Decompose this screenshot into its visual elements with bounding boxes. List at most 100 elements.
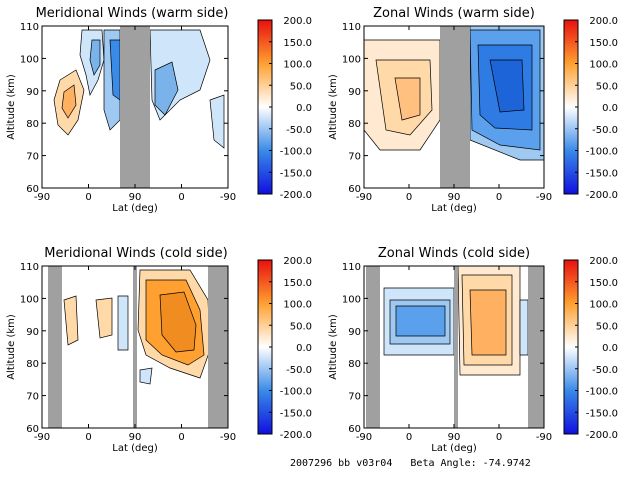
colorbar-tick-label: 50.0 — [290, 321, 312, 332]
y-tick-label: 90 — [348, 327, 361, 338]
no-data-gap — [120, 26, 150, 188]
y-tick-label: 90 — [348, 87, 361, 98]
colorbar-tick-label: 0.0 — [296, 103, 312, 114]
x-axis-label: Lat (deg) — [112, 203, 158, 214]
y-tick-label: 90 — [26, 87, 39, 98]
panel-title: Meridional Winds (warm side) — [36, 6, 229, 21]
no-data-gap — [454, 266, 458, 428]
colorbar-tick-label: -100.0 — [586, 387, 618, 398]
no-data-gap — [440, 26, 470, 188]
colorbar-tick-label: 150.0 — [589, 38, 618, 49]
colorbar-tick-label: -200.0 — [280, 430, 312, 441]
x-tick-label: -90 — [220, 432, 236, 443]
x-tick-label: -90 — [536, 192, 552, 203]
y-axis-label: Altitude (km) — [6, 314, 17, 380]
y-axis-label: Altitude (km) — [328, 74, 339, 140]
x-tick-label: 0 — [85, 192, 91, 203]
colorbar-tick-label: 200.0 — [589, 256, 618, 267]
colorbar-tick-label: 50.0 — [596, 321, 618, 332]
colorbar-tick-label: -150.0 — [586, 168, 618, 179]
contour-field — [63, 269, 211, 385]
y-tick-label: 110 — [342, 22, 361, 33]
x-tick-label: 90 — [129, 432, 142, 443]
y-tick-label: 100 — [20, 294, 39, 305]
y-tick-label: 90 — [26, 327, 39, 338]
x-tick-label: -90 — [34, 432, 50, 443]
panel-meridional-warm: Meridional Winds (warm side) — [36, 6, 229, 189]
y-tick-label: 80 — [26, 119, 39, 130]
colorbar-tick-label: 200.0 — [283, 16, 312, 27]
colorbar-tick-label: -150.0 — [586, 408, 618, 419]
colorbar-tick-label: -100.0 — [586, 147, 618, 158]
x-axis-label: Lat (deg) — [112, 443, 158, 454]
colorbar-tick-label: -50.0 — [286, 365, 312, 376]
x-axis-label: Lat (deg) — [431, 203, 477, 214]
panel-title: Zonal Winds (cold side) — [378, 246, 530, 261]
y-tick-label: 100 — [342, 294, 361, 305]
x-tick-label: 0 — [85, 432, 91, 443]
x-tick-label: 90 — [129, 192, 142, 203]
no-data-gap — [528, 266, 544, 428]
y-tick-label: 100 — [342, 54, 361, 65]
colorbar-tick-label: 200.0 — [283, 256, 312, 267]
x-axis-label: Lat (deg) — [431, 443, 477, 454]
x-tick-label: 0 — [178, 432, 184, 443]
colorbar-tick-label: -50.0 — [286, 125, 312, 136]
y-tick-label: 60 — [26, 184, 39, 195]
y-tick-label: 70 — [26, 392, 39, 403]
colorbar-tick-label: 0.0 — [602, 103, 618, 114]
x-tick-label: 0 — [496, 192, 502, 203]
colorbar-tick-label: 0.0 — [602, 343, 618, 354]
x-tick-label: 0 — [406, 192, 412, 203]
no-data-gap — [366, 266, 380, 428]
colorbar-tick-label: 100.0 — [589, 60, 618, 71]
colorbar-tick-label: 100.0 — [589, 300, 618, 311]
colorbar-tick-label: -200.0 — [280, 190, 312, 201]
x-tick-label: -90 — [34, 192, 50, 203]
y-tick-label: 110 — [20, 22, 39, 33]
colorbar-tick-label: 100.0 — [283, 300, 312, 311]
y-tick-label: 110 — [20, 262, 39, 273]
y-tick-label: 60 — [348, 424, 361, 435]
colorbar-tick-label: 100.0 — [283, 60, 312, 71]
footer-info: 2007296 bb v03r04 Beta Angle: -74.9742 — [290, 458, 531, 469]
panel-zonal-warm: Zonal Winds (warm side) — [363, 6, 545, 189]
contour-field — [363, 25, 545, 161]
x-tick-label: -90 — [536, 432, 552, 443]
colorbar-tick-label: 150.0 — [283, 38, 312, 49]
no-data-gap — [48, 266, 62, 428]
colorbar-tick-label: -100.0 — [280, 147, 312, 158]
y-tick-label: 110 — [342, 262, 361, 273]
colorbar-tick-label: 50.0 — [290, 81, 312, 92]
colorbar-tick-label: -200.0 — [586, 190, 618, 201]
colorbar-tick-label: -200.0 — [586, 430, 618, 441]
colorbar-tick-label: -150.0 — [280, 408, 312, 419]
colorbar-tick-label: 50.0 — [596, 81, 618, 92]
y-tick-label: 100 — [20, 54, 39, 65]
x-tick-label: -90 — [356, 192, 372, 203]
colorbar-tick-label: -50.0 — [592, 365, 618, 376]
y-tick-label: 70 — [26, 152, 39, 163]
colorbar-tick-label: 150.0 — [283, 278, 312, 289]
no-data-gap — [133, 266, 137, 428]
panel-zonal-cold: Zonal Winds (cold side) — [363, 246, 545, 429]
contour-field — [383, 265, 529, 376]
no-data-gap — [208, 266, 228, 428]
colorbar-tick-label: -150.0 — [280, 168, 312, 179]
x-tick-label: 0 — [178, 192, 184, 203]
panel-meridional-cold: Meridional Winds (cold side) — [41, 246, 229, 429]
x-tick-label: -90 — [356, 432, 372, 443]
y-tick-label: 80 — [26, 359, 39, 370]
y-tick-label: 80 — [348, 359, 361, 370]
colorbar-tick-label: 0.0 — [296, 343, 312, 354]
y-axis-label: Altitude (km) — [6, 74, 17, 140]
y-tick-label: 70 — [348, 152, 361, 163]
x-tick-label: 0 — [496, 432, 502, 443]
colorbar-tick-label: 200.0 — [589, 16, 618, 27]
x-tick-label: 0 — [406, 432, 412, 443]
y-tick-label: 80 — [348, 119, 361, 130]
y-tick-label: 70 — [348, 392, 361, 403]
y-tick-label: 60 — [348, 184, 361, 195]
y-tick-label: 60 — [26, 424, 39, 435]
